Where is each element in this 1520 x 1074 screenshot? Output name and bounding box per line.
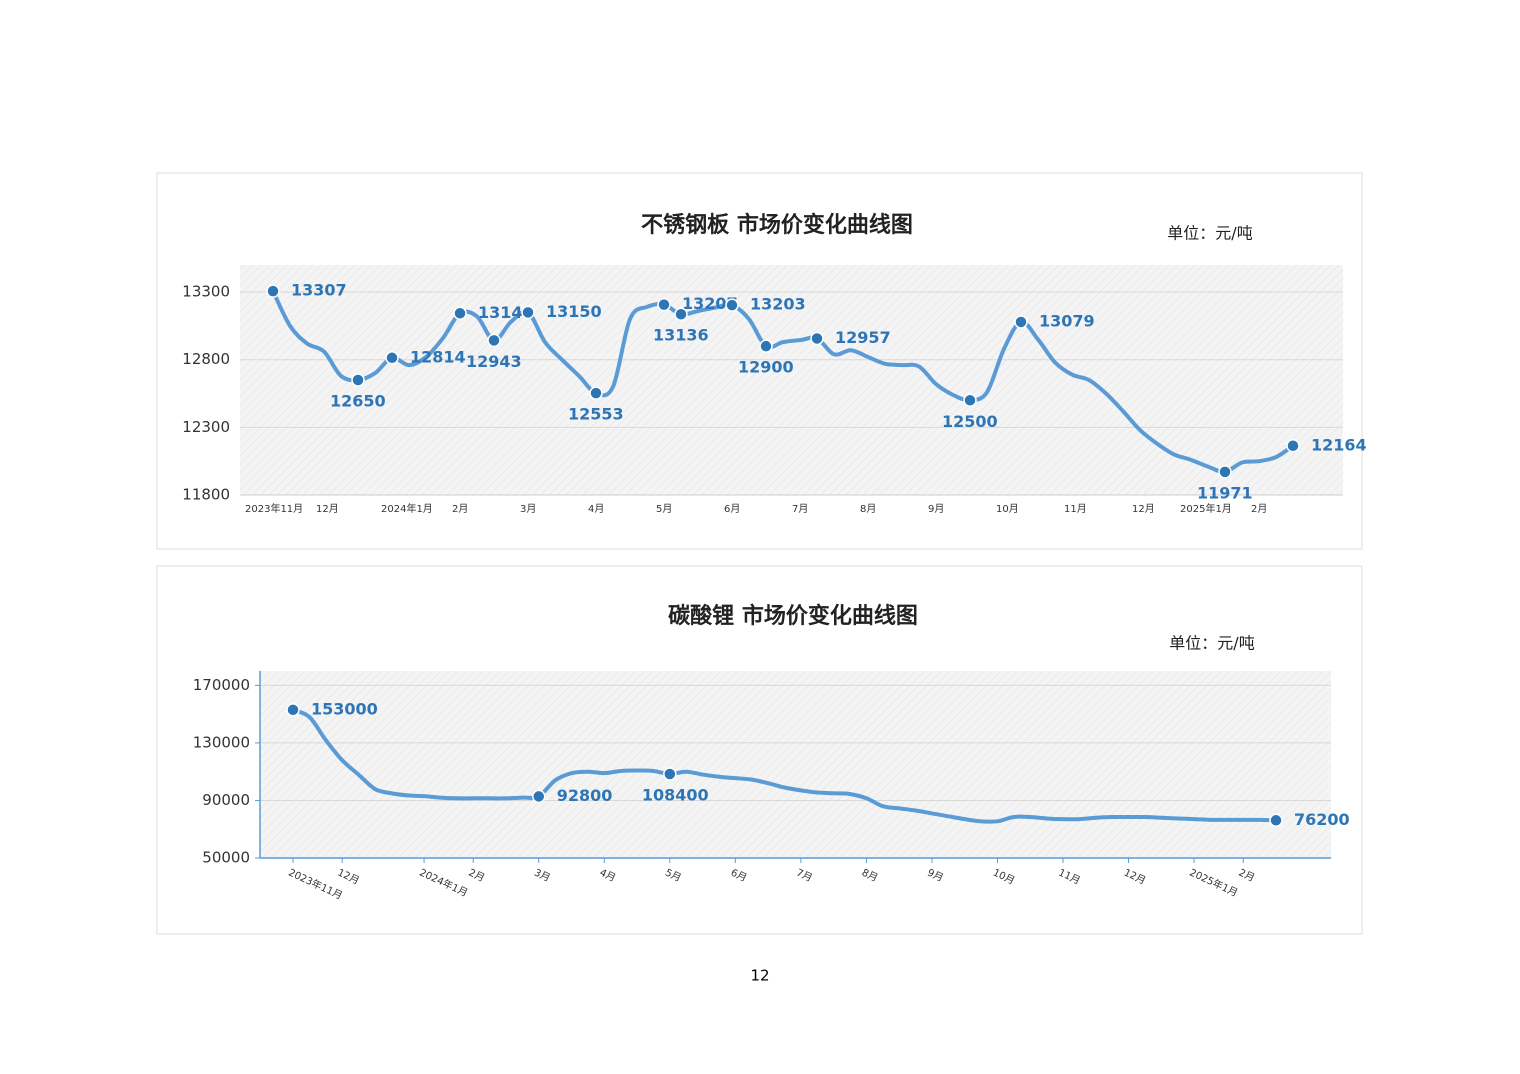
data-label: 153000 [311, 699, 378, 718]
data-label: 13143 [478, 303, 534, 322]
unit-label: 单位：元/吨 [1169, 634, 1254, 653]
plot-area [260, 671, 1331, 858]
x-tick-label: 2月 [1251, 503, 1267, 515]
x-tick-label: 4月 [588, 503, 604, 515]
data-label: 92800 [557, 786, 613, 805]
x-tick-label: 6月 [724, 503, 740, 515]
data-label: 13307 [291, 281, 347, 300]
data-point [589, 386, 603, 400]
data-point [663, 767, 677, 781]
data-point [810, 331, 824, 346]
data-point [286, 703, 300, 717]
x-tick-label: 12月 [1132, 503, 1155, 515]
data-label: 13150 [546, 302, 602, 321]
page-number: 12 [750, 967, 769, 985]
data-label: 12814 [410, 347, 466, 366]
data-label: 13203 [750, 295, 806, 314]
data-label: 13136 [653, 326, 709, 345]
data-label: 13079 [1039, 311, 1095, 330]
data-point [1286, 439, 1300, 453]
data-point [532, 789, 546, 804]
data-point [385, 351, 399, 365]
data-point [453, 306, 467, 321]
data-point [1014, 315, 1028, 329]
data-label: 76200 [1294, 810, 1350, 829]
x-tick-label: 5月 [656, 503, 672, 515]
y-tick-label: 12800 [182, 350, 230, 368]
plot-area [240, 265, 1343, 495]
unit-label: 单位：元/吨 [1167, 224, 1252, 243]
chart-title: 不锈钢板 市场价变化曲线图 [641, 212, 913, 238]
x-tick-label: 3月 [520, 503, 536, 515]
data-label: 12500 [942, 412, 998, 431]
x-tick-label: 9月 [928, 503, 944, 515]
x-tick-label: 11月 [1064, 503, 1087, 515]
y-tick-label: 170000 [193, 676, 250, 694]
data-label: 108400 [642, 785, 709, 804]
y-tick-label: 11800 [182, 486, 230, 504]
x-tick-label: 2025年1月 [1180, 502, 1232, 515]
y-tick-label: 130000 [193, 733, 250, 751]
price-line [271, 290, 1295, 474]
data-point [266, 284, 280, 298]
data-label: 13207 [682, 294, 738, 313]
data-label: 12900 [738, 358, 794, 377]
y-tick-label: 13300 [182, 283, 230, 301]
x-tick-label: 2月 [452, 503, 468, 515]
data-point [674, 307, 688, 321]
y-tick-label: 50000 [202, 849, 250, 867]
price-line [292, 707, 1277, 824]
x-tick-label: 2023年11月 [245, 502, 303, 515]
data-label: 12164 [1311, 435, 1367, 454]
x-tick-label: 12月 [316, 503, 339, 515]
data-point [521, 305, 535, 320]
data-point [963, 393, 977, 408]
data-label: 12553 [568, 405, 624, 424]
data-point [1269, 813, 1283, 828]
x-tick-label: 2024年1月 [381, 502, 433, 515]
data-point [657, 297, 671, 312]
data-label: 11971 [1197, 483, 1253, 502]
data-point [1218, 465, 1232, 479]
y-tick-label: 90000 [202, 791, 250, 809]
data-point [725, 298, 739, 312]
data-point [759, 339, 773, 353]
x-tick-label: 8月 [860, 503, 876, 515]
x-tick-label: 10月 [996, 503, 1019, 515]
data-label: 12957 [835, 328, 891, 347]
x-tick-label: 7月 [792, 503, 808, 515]
data-label: 12650 [330, 392, 386, 411]
data-point [487, 333, 501, 348]
data-point [351, 373, 365, 387]
chart-title: 碳酸锂 市场价变化曲线图 [668, 603, 918, 629]
data-label: 12943 [466, 352, 522, 371]
y-tick-label: 12300 [182, 418, 230, 436]
